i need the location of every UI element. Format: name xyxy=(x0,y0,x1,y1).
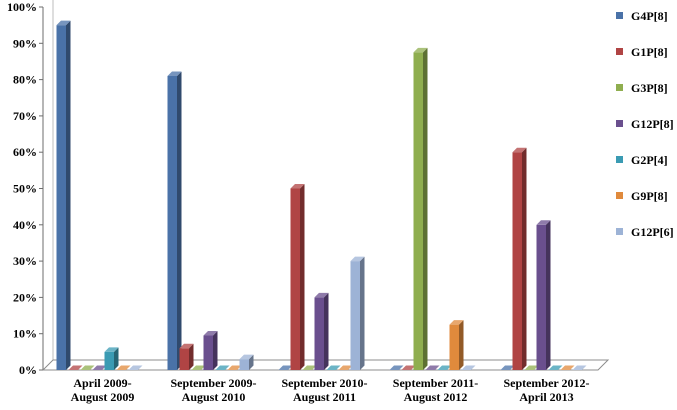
y-tick-label: 40% xyxy=(13,218,37,232)
bar-G2P[4]-0 xyxy=(104,347,119,370)
bar-G1P[8]-0 xyxy=(68,365,83,370)
bar-G12P[8]-2 xyxy=(314,292,329,370)
x-tick-label: September 2010- xyxy=(281,376,367,390)
legend-swatch xyxy=(616,12,623,19)
x-tick-label: April 2009- xyxy=(73,376,131,390)
y-tick-label: 0% xyxy=(19,363,37,377)
bar-G4P[8]-4 xyxy=(500,365,515,370)
bar-G2P[4]-1 xyxy=(215,365,230,370)
bar-G2P[4]-3 xyxy=(437,365,452,370)
bar-G3P[8]-3 xyxy=(413,47,428,370)
legend-label: G1P[8] xyxy=(631,45,668,59)
x-tick-label: August 2011 xyxy=(293,390,356,404)
x-tick-label: September 2011- xyxy=(393,376,478,390)
x-tick-label: September 2009- xyxy=(170,376,256,390)
legend-label: G12P[8] xyxy=(631,117,674,131)
y-tick-label: 100% xyxy=(7,0,37,14)
y-tick-label: 70% xyxy=(13,109,37,123)
legend-swatch xyxy=(616,84,623,91)
bar-G2P[4]-2 xyxy=(326,365,341,370)
bar-G12P[6]-0 xyxy=(128,365,143,370)
legend-item-G12P[8]: G12P[8] xyxy=(616,117,674,131)
bar-G3P[8]-1 xyxy=(191,365,206,370)
legend-label: G4P[8] xyxy=(631,9,668,23)
bar-G9P[8]-2 xyxy=(338,365,353,370)
y-tick-label: 60% xyxy=(13,145,37,159)
bars xyxy=(56,20,587,371)
bar-G1P[8]-4 xyxy=(512,147,527,370)
bar-G4P[8]-1 xyxy=(167,71,182,370)
legend-label: G2P[4] xyxy=(631,153,668,167)
x-tick-label: August 2009 xyxy=(71,390,135,404)
y-tick-label: 90% xyxy=(13,36,37,50)
bar-G4P[8]-2 xyxy=(278,365,293,370)
legend-item-G3P[8]: G3P[8] xyxy=(616,81,668,95)
bar-G9P[8]-4 xyxy=(560,365,575,370)
y-tick-label: 30% xyxy=(13,254,37,268)
legend: G4P[8] G1P[8] G3P[8] G12P[8] G2P[4] G9P[8] G12… xyxy=(616,9,674,239)
bar-G3P[8]-4 xyxy=(524,365,539,370)
legend-swatch xyxy=(616,156,623,163)
bar-G9P[8]-1 xyxy=(227,365,242,370)
legend-label: G9P[8] xyxy=(631,189,668,203)
legend-label: G3P[8] xyxy=(631,81,668,95)
x-tick-label: August 2012 xyxy=(404,390,468,404)
legend-swatch xyxy=(616,120,623,127)
bar-G3P[8]-2 xyxy=(302,365,317,370)
legend-item-G4P[8]: G4P[8] xyxy=(616,9,668,23)
bar-G1P[8]-1 xyxy=(179,343,194,370)
y-tick-label: 50% xyxy=(13,182,37,196)
bar-G2P[4]-4 xyxy=(548,365,563,370)
bar-G12P[8]-3 xyxy=(425,365,440,370)
bar-G1P[8]-3 xyxy=(401,365,416,370)
bar-G9P[8]-3 xyxy=(449,320,464,370)
legend-item-G12P[6]: G12P[6] xyxy=(616,225,674,239)
y-tick-label: 10% xyxy=(13,327,37,341)
legend-swatch xyxy=(616,48,623,55)
bar-G12P[6]-2 xyxy=(350,256,365,370)
legend-swatch xyxy=(616,228,623,235)
bar-G4P[8]-0 xyxy=(56,20,71,371)
bar-G3P[8]-0 xyxy=(80,365,95,370)
legend-swatch xyxy=(616,192,623,199)
y-tick-label: 80% xyxy=(13,73,37,87)
x-tick-label: September 2012- xyxy=(503,376,589,390)
bar-G12P[6]-4 xyxy=(572,365,587,370)
y-tick-label: 20% xyxy=(13,290,37,304)
legend-item-G1P[8]: G1P[8] xyxy=(616,45,668,59)
legend-label: G12P[6] xyxy=(631,225,674,239)
bar-G1P[8]-2 xyxy=(290,184,305,370)
legend-item-G2P[4]: G2P[4] xyxy=(616,153,668,167)
x-tick-label: August 2010 xyxy=(182,390,246,404)
y-axis: 0% 10% 20% 30% 40% 50% 60% 70% 80% 90% 100% xyxy=(7,0,43,377)
bar-G9P[8]-0 xyxy=(116,365,131,370)
bar-G12P[8]-1 xyxy=(203,331,218,370)
bar-G4P[8]-3 xyxy=(389,365,404,370)
x-tick-label: April 2013 xyxy=(519,390,573,404)
legend-item-G9P[8]: G9P[8] xyxy=(616,189,668,203)
bar-G12P[8]-4 xyxy=(536,220,551,370)
bar-G12P[6]-1 xyxy=(239,354,254,370)
bar-G12P[8]-0 xyxy=(92,365,107,370)
bar-G12P[6]-3 xyxy=(461,365,476,370)
